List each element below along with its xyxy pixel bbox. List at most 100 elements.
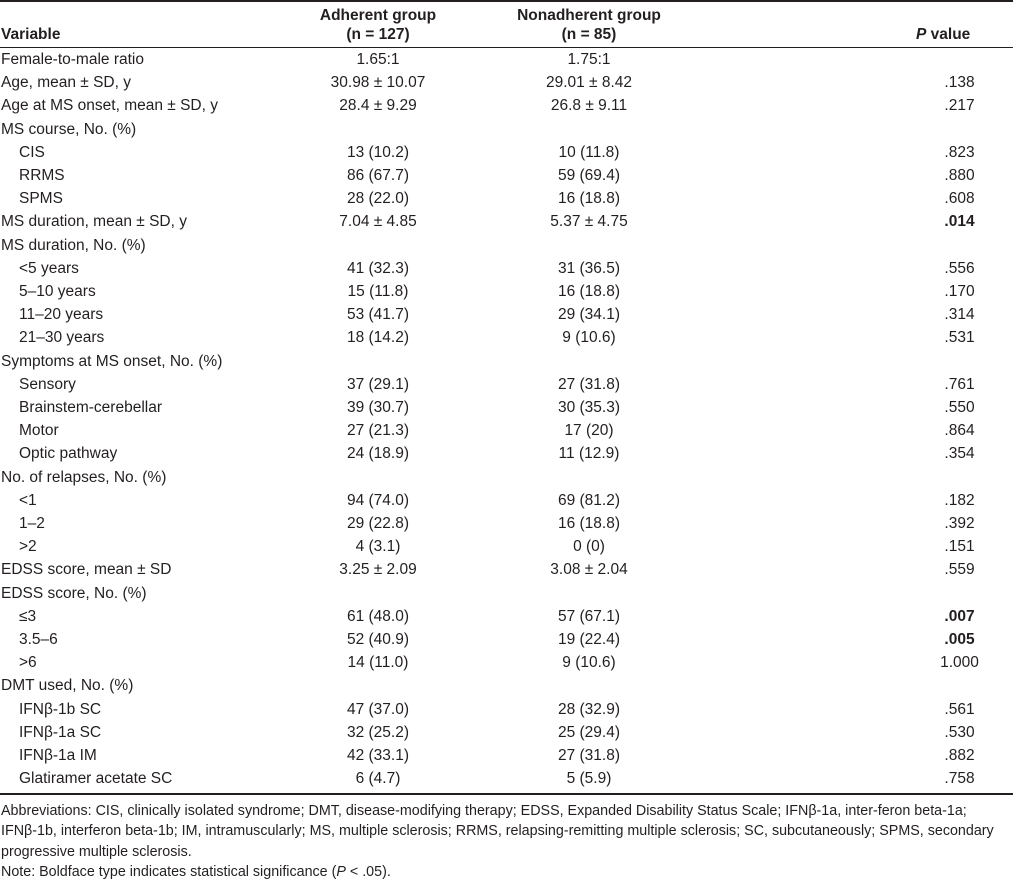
header-p-italic: P [916,26,927,43]
row-label: RRMS [19,167,65,185]
adherent-value: 1.65:1 [356,51,400,68]
table-row: MS duration, mean ± SD, y 7.04 ± 4.85 5.37… [0,210,1013,233]
nonadherent-value [484,234,694,257]
header-row: Variable Adherent group (n = 127) Nonadhe… [0,2,1013,48]
table-row: Sensory 37 (29.1) 27 (31.8) .761 [0,373,1013,396]
nonadherent-value: 16 (18.8) [557,190,621,208]
p-value: .882 [944,747,975,765]
nonadherent-value: 3.08 ± 2.04 [550,561,628,579]
spacer [694,210,906,233]
nonadherent-value: 59 (69.4) [557,167,621,185]
row-label: Age, mean ± SD, y [1,74,131,92]
p-value [906,582,1013,605]
spacer [694,234,906,257]
p-value: .559 [944,561,975,579]
spacer [694,164,906,187]
row-label: Age at MS onset, mean ± SD, y [1,97,218,115]
nonadherent-value [484,350,694,373]
nonadherent-value: 26.8 ± 9.11 [550,97,628,115]
row-label: Brainstem-cerebellar [19,399,162,417]
table-row: IFNβ-1a SC 32 (25.2) 25 (29.4) .530 [0,721,1013,744]
header-p-value: P value [906,2,1013,48]
header-nonadherent: Nonadherent group (n = 85) [484,2,694,48]
row-label: IFNβ-1a IM [19,747,97,765]
p-value: .864 [944,422,975,440]
note-text: Note: Boldface type indicates statistica… [1,864,337,880]
spacer [694,257,906,280]
significance-note: Note: Boldface type indicates statistica… [1,862,1012,883]
row-label: MS duration, No. (%) [1,236,146,254]
nonadherent-value: 29.01 ± 8.42 [545,74,633,92]
row-label: CIS [19,143,45,161]
nonadherent-value [484,466,694,489]
table-row: Optic pathway 24 (18.9) 11 (12.9) .354 [0,442,1013,465]
row-label: 11–20 years [19,306,104,324]
adherent-value: 13 (10.2) [346,143,410,161]
p-value [906,674,1013,697]
nonadherent-value: 5 (5.9) [484,767,694,795]
nonadherent-value: 9 (10.6) [562,329,616,347]
p-value: .531 [944,329,975,347]
p-value: .392 [944,515,975,533]
row-label: MS duration, mean ± SD, y [1,213,187,231]
nonadherent-value: 16 (18.8) [557,283,621,301]
adherent-value: 61 (48.0) [346,607,410,625]
spacer [694,141,906,164]
p-value: .550 [944,399,975,417]
adherent-value [272,582,484,605]
p-value: .005 [944,631,975,649]
abbreviations-note: Abbreviations: CIS, clinically isolated … [1,802,994,860]
spacer [694,628,906,651]
table-row: Brainstem-cerebellar 39 (30.7) 30 (35.3) .5… [0,396,1013,419]
spacer [694,350,906,373]
spacer [694,489,906,512]
row-label: EDSS score, No. (%) [1,584,147,602]
row-label: >2 [19,538,37,556]
header-adherent-title: Adherent group [319,7,437,24]
adherent-value: 32 (25.2) [346,723,410,741]
nonadherent-value: 28 (32.9) [557,700,621,718]
nonadherent-value: 16 (18.8) [557,515,621,533]
adherent-value: 94 (74.0) [346,491,410,509]
adherent-value: 41 (32.3) [346,259,410,277]
table-row: 5–10 years 15 (11.8) 16 (18.8) .170 [0,280,1013,303]
adherent-value: 86 (67.7) [346,167,410,185]
p-value [906,118,1013,141]
adherent-value: 24 (18.9) [346,445,410,463]
p-value: .217 [944,97,975,115]
header-nonadherent-title: Nonadherent group [517,7,661,24]
nonadherent-value: 25 (29.4) [557,723,621,741]
spacer [694,744,906,767]
nonadherent-value: 30 (35.3) [557,399,621,417]
p-value: .880 [944,167,975,185]
spacer [694,582,906,605]
row-label: 1–2 [19,515,45,533]
nonadherent-value: 5.37 ± 4.75 [550,213,628,231]
table-row: <5 years 41 (32.3) 31 (36.5) .556 [0,257,1013,280]
p-value: .761 [944,375,975,393]
row-label: Optic pathway [19,445,118,463]
nonadherent-value: 17 (20) [564,422,614,440]
row-label: Symptoms at MS onset, No. (%) [1,352,223,370]
adherent-value [272,466,484,489]
table-row: 1–2 29 (22.8) 16 (18.8) .392 [0,512,1013,535]
spacer [694,767,906,795]
spacer [694,651,906,674]
header-adherent: Adherent group (n = 127) [272,2,484,48]
adherent-value: 37 (29.1) [346,375,410,393]
p-value: .182 [944,491,975,509]
table-row: Symptoms at MS onset, No. (%) [0,350,1013,373]
table-row: Age, mean ± SD, y 30.98 ± 10.07 29.01 ± 8.… [0,71,1013,94]
spacer [694,512,906,535]
nonadherent-value: 31 (36.5) [557,259,621,277]
spacer [694,94,906,117]
spacer [694,326,906,349]
adherent-value: 28 (22.0) [346,190,410,208]
note-text-end: < .05). [345,864,391,880]
p-value: .138 [944,74,975,92]
row-label: SPMS [19,190,63,208]
table-row: 3.5–6 52 (40.9) 19 (22.4) .005 [0,628,1013,651]
row-label: Motor [19,422,59,440]
table-row: IFNβ-1b SC 47 (37.0) 28 (32.9) .561 [0,698,1013,721]
